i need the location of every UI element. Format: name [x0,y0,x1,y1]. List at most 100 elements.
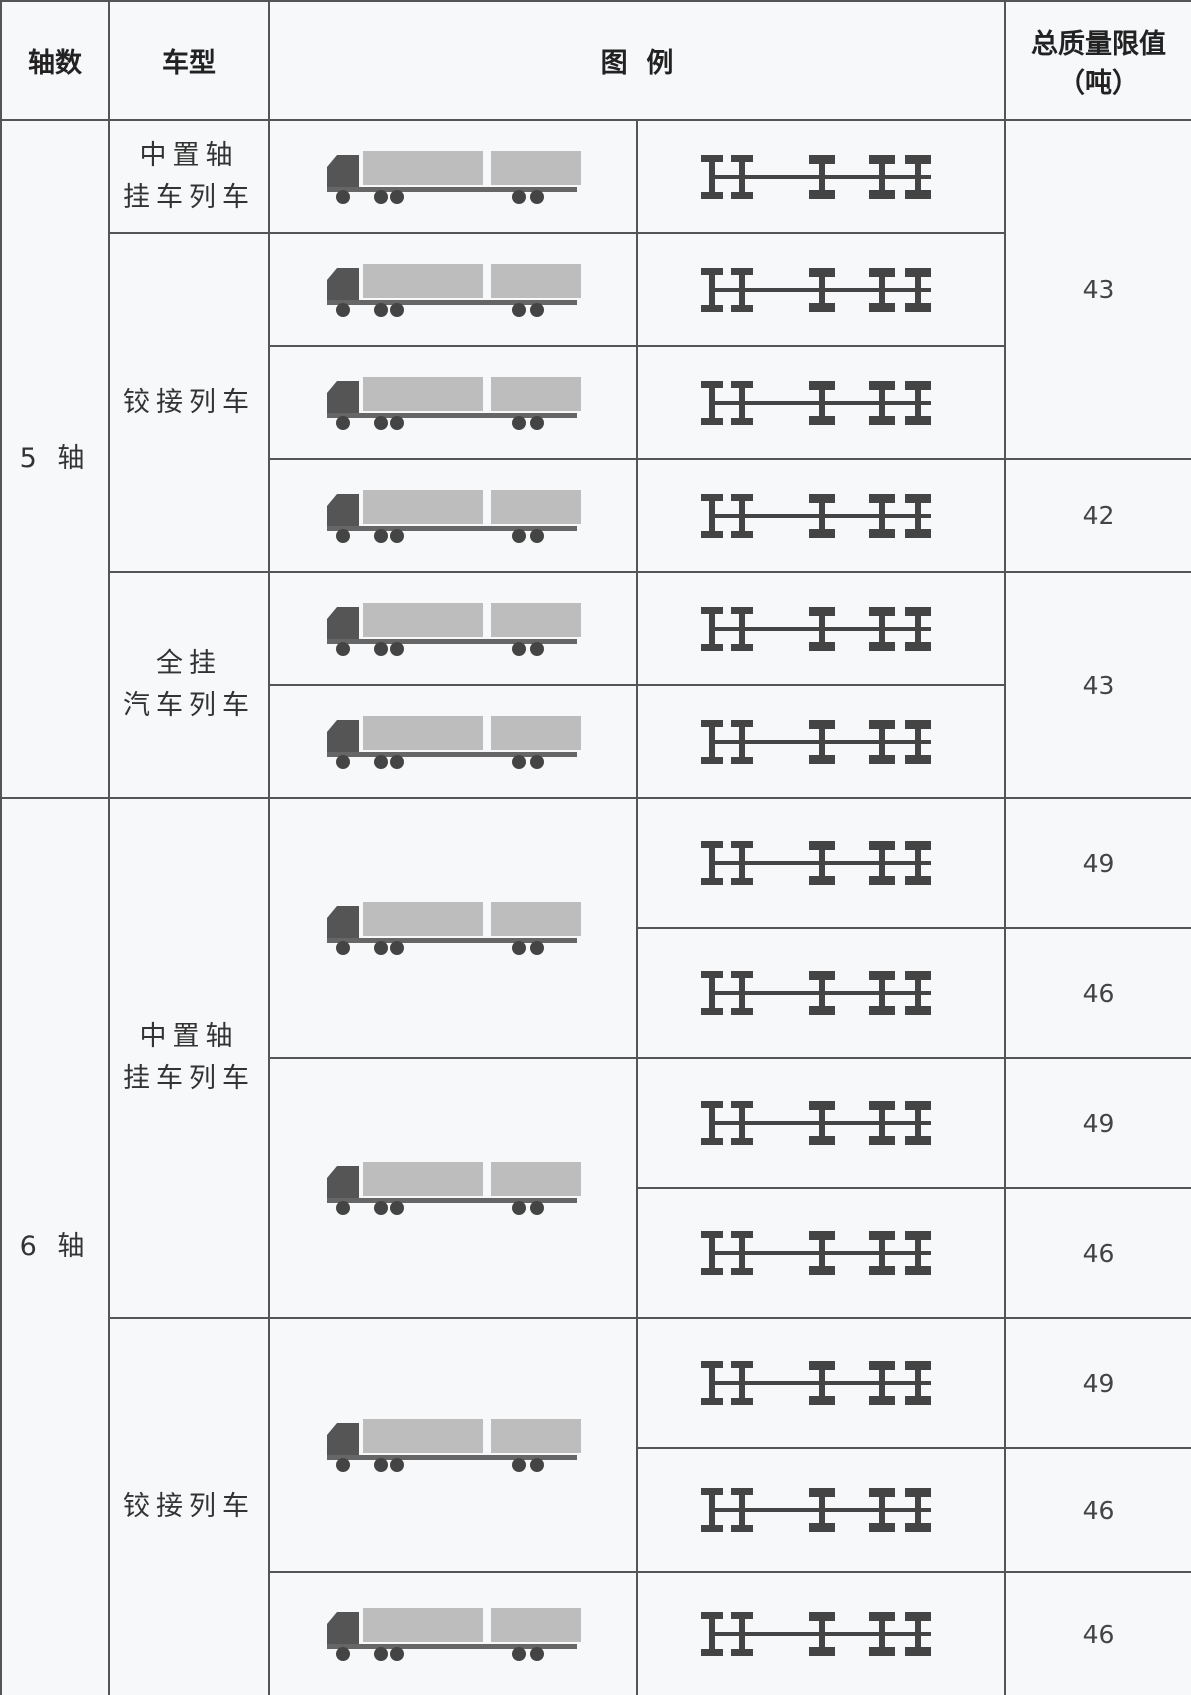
limit: 43 [1004,119,1191,460]
truck-picture-cell [268,119,638,234]
truck-picture [327,489,581,543]
axle-diagram [701,841,931,885]
header-type: 车型 [108,0,270,121]
axle-diagram [701,267,931,312]
truck-picture-cell [268,232,638,347]
truck-picture-shape [327,376,581,430]
axle-diagram-cell [636,797,1006,929]
axle-diagram [701,1361,931,1405]
header-legend: 图 例 [268,0,1006,121]
axle-diagram-cell [636,1187,1006,1319]
axle-diagram-cell [636,1571,1006,1695]
axle-diagram-shape [701,841,931,885]
truck-picture-cell [268,345,638,460]
header-axles: 轴数 [0,0,110,121]
truck-picture-shape [327,602,581,656]
truck-picture-cell [268,1057,638,1319]
axle-diagram-cell [636,1317,1006,1449]
axle-diagram-shape [701,1101,931,1145]
truck-picture-shape [327,902,581,955]
axle-diagram [701,1612,931,1656]
vehicle-type: 铰接列车 [108,1317,270,1695]
limit: 49 [1004,797,1191,929]
axle-diagram-cell [636,1447,1006,1573]
truck-picture [327,715,581,769]
truck-picture-cell [268,571,638,686]
axle-diagram-cell [636,684,1006,799]
truck-picture-shape [327,1419,581,1472]
axle-diagram [701,154,931,199]
name-line: 全挂 [156,648,222,679]
name-line: 铰接列车 [123,386,255,418]
vehicle-type: 全挂 汽车列车 [108,571,270,799]
truck-picture-cell [268,684,638,799]
limit: 46 [1004,1187,1191,1319]
axle-diagram-shape [701,1612,931,1656]
limit: 43 [1004,571,1191,799]
axle-diagram [701,1488,931,1532]
axle-diagram-shape [701,267,931,312]
axle-diagram-shape [701,1361,931,1405]
truck-picture-cell [268,1571,638,1695]
truck-picture [327,150,581,204]
truck-picture-shape [327,1608,581,1661]
vehicle-type: 中置轴 挂车列车 [108,797,270,1319]
truck-picture [327,1608,581,1661]
axle-diagram-shape [701,719,931,764]
truck-picture [327,902,581,955]
axle-diagram [701,719,931,764]
axle-diagram [701,1231,931,1275]
axle-diagram [701,1101,931,1145]
axle-diagram-shape [701,606,931,651]
axle-diagram [701,493,931,538]
axle-diagram-shape [701,1231,931,1275]
vehicle-type: 中置轴 挂车列车 [108,119,270,234]
limit: 46 [1004,1447,1191,1573]
axle-diagram-cell [636,232,1006,347]
limit: 49 [1004,1317,1191,1449]
limit: 46 [1004,927,1191,1059]
axle-diagram-shape [701,1488,931,1532]
name-line: 挂车列车 [123,1063,255,1094]
axle-diagram-shape [701,971,931,1015]
truck-picture [327,263,581,317]
limit: 42 [1004,458,1191,573]
truck-picture-shape [327,263,581,317]
axle-diagram [701,380,931,425]
axle-diagram-cell [636,1057,1006,1189]
truck-picture-shape [327,489,581,543]
truck-picture-shape [327,715,581,769]
truck-picture-shape [327,150,581,204]
axles: 5 轴 [0,119,110,799]
axle-diagram-shape [701,154,931,199]
truck-picture-shape [327,1162,581,1215]
truck-picture [327,602,581,656]
header-limit-title: 总质量限值 [1031,28,1166,60]
axle-diagram [701,606,931,651]
axle-diagram [701,971,931,1015]
truck-picture-cell [268,797,638,1059]
axle-diagram-cell [636,458,1006,573]
name-line: 汽车列车 [123,690,255,721]
header-row: 轴数 车型 图 例 总质量限值 （吨） [0,0,1191,121]
axle-diagram-cell [636,119,1006,234]
axle-diagram-cell [636,345,1006,460]
limit: 49 [1004,1057,1191,1189]
axle-diagram-shape [701,493,931,538]
axle-diagram-cell [636,927,1006,1059]
name-line: 铰接列车 [123,1491,255,1522]
truck-picture [327,1162,581,1215]
vehicle-type: 铰接列车 [108,232,270,573]
header-limit: 总质量限值 （吨） [1004,0,1191,121]
name-line: 挂车列车 [123,181,255,213]
name-line: 中置轴 [139,1021,239,1052]
truck-picture-cell [268,458,638,573]
name-line: 中置轴 [139,139,239,171]
axle-diagram-shape [701,380,931,425]
header-limit-unit: （吨） [1058,67,1139,99]
axle-diagram-cell [636,571,1006,686]
axles: 6 轴 [0,797,110,1695]
truck-picture [327,376,581,430]
